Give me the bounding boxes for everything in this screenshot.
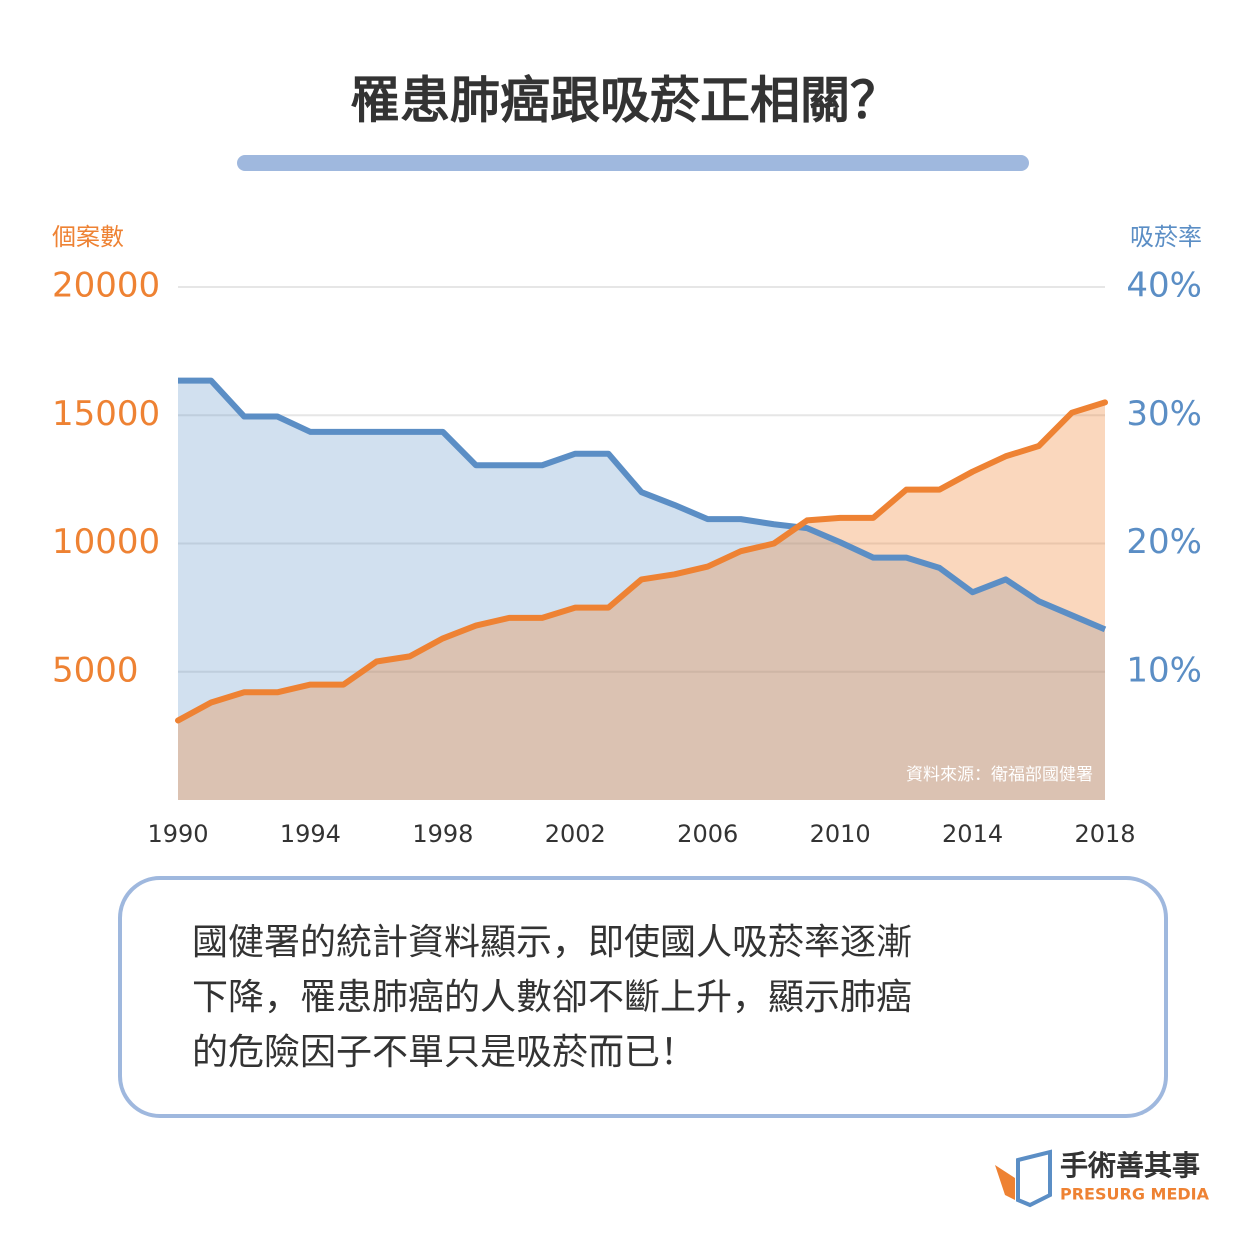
y2-tick-label: 30% [1126,394,1202,434]
y-tick-label: 20000 [52,266,160,306]
line [175,399,1108,724]
logo-name: 手術善其事 [1060,1149,1200,1182]
line [178,377,1107,633]
y2-tick-label: 20% [1126,522,1202,562]
y2-axis-title: 吸菸率 [1130,223,1202,251]
area [178,402,1105,800]
x-tick-label: 2010 [810,820,871,848]
x-tick-label: 2006 [677,820,738,848]
y-tick-label: 15000 [52,394,160,434]
description-box [118,876,1168,1118]
title-underline [237,155,1029,171]
chart-title: 罹患肺癌跟吸菸正相關？ [350,72,900,130]
plot: 5000 10000 15000 20000 10% 20% 30% 40% 1990 1994 1… [52,266,1202,849]
logo-subtitle: PRESURG MEDIA [1060,1185,1210,1204]
y2-tick-label: 40% [1126,266,1202,306]
y-tick-label: 5000 [52,650,139,690]
x-tick-label: 1994 [280,820,341,848]
y-axis-title: 個案數 [52,223,124,251]
description-line: 國健署的統計資料顯示，即使國人吸菸率逐漸 [192,922,912,963]
description-line: 的危險因子不單只是吸菸而已！ [192,1032,696,1073]
x-tick-label: 2018 [1074,820,1135,848]
x-tick-label: 2002 [545,820,606,848]
y2-tick-label: 10% [1126,650,1202,690]
x-tick-label: 1990 [147,820,208,848]
x-tick-label: 2014 [942,820,1003,848]
logo-icon [995,1149,1052,1208]
area [178,380,1105,800]
description-line: 下降，罹患肺癌的人數卻不斷上升，顯示肺癌 [192,977,912,1018]
x-tick-label: 1998 [412,820,473,848]
y-tick-label: 10000 [52,522,160,562]
source-note: 資料來源：衛福部國健署 [906,765,1093,785]
